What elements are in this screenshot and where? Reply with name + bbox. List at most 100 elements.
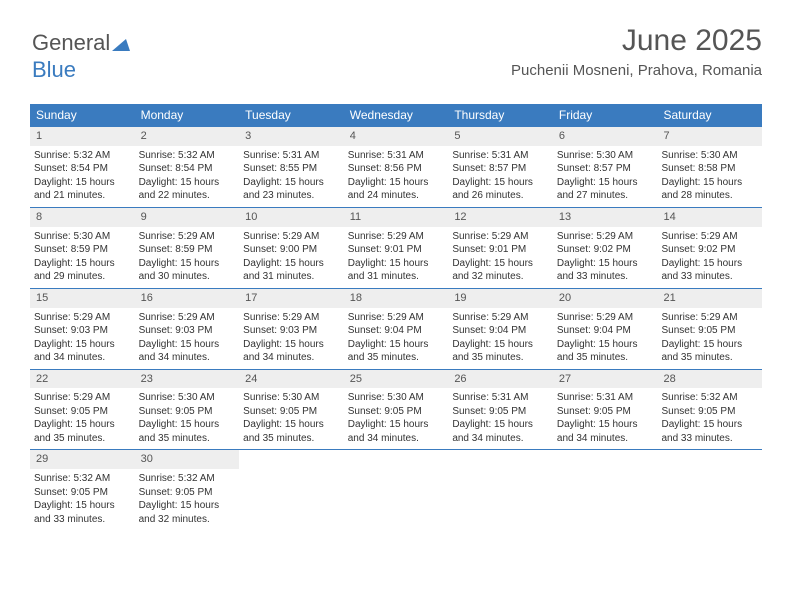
sunrise-text: Sunrise: 5:30 AM xyxy=(348,391,445,405)
sunset-text: Sunset: 9:03 PM xyxy=(139,324,236,338)
calendar-cell: 24Sunrise: 5:30 AMSunset: 9:05 PMDayligh… xyxy=(239,370,344,450)
page-title: June 2025 xyxy=(511,24,762,58)
daylight-text: Daylight: 15 hours xyxy=(139,499,236,513)
sunset-text: Sunset: 9:03 PM xyxy=(243,324,340,338)
calendar-cell: 16Sunrise: 5:29 AMSunset: 9:03 PMDayligh… xyxy=(135,289,240,369)
daylight-text: Daylight: 15 hours xyxy=(348,338,445,352)
daylight-text: Daylight: 15 hours xyxy=(34,418,131,432)
day-number: 4 xyxy=(344,127,449,146)
sunset-text: Sunset: 9:00 PM xyxy=(243,243,340,257)
day-number: 9 xyxy=(135,208,240,227)
calendar-cell-empty xyxy=(448,450,553,530)
logo: General Blue xyxy=(32,30,130,83)
daylight-text: and 33 minutes. xyxy=(661,432,758,446)
day-number: 11 xyxy=(344,208,449,227)
day-number: 30 xyxy=(135,450,240,469)
daylight-text: and 35 minutes. xyxy=(34,432,131,446)
calendar-cell: 5Sunrise: 5:31 AMSunset: 8:57 PMDaylight… xyxy=(448,127,553,207)
daylight-text: and 32 minutes. xyxy=(452,270,549,284)
day-number: 23 xyxy=(135,370,240,389)
sunset-text: Sunset: 8:59 PM xyxy=(139,243,236,257)
sunrise-text: Sunrise: 5:32 AM xyxy=(34,472,131,486)
daylight-text: and 23 minutes. xyxy=(243,189,340,203)
sunset-text: Sunset: 9:05 PM xyxy=(139,486,236,500)
daylight-text: and 35 minutes. xyxy=(661,351,758,365)
daylight-text: and 35 minutes. xyxy=(452,351,549,365)
daylight-text: Daylight: 15 hours xyxy=(243,257,340,271)
calendar-cell: 13Sunrise: 5:29 AMSunset: 9:02 PMDayligh… xyxy=(553,208,658,288)
daylight-text: and 31 minutes. xyxy=(348,270,445,284)
day-number: 7 xyxy=(657,127,762,146)
daylight-text: and 33 minutes. xyxy=(661,270,758,284)
calendar-cell: 3Sunrise: 5:31 AMSunset: 8:55 PMDaylight… xyxy=(239,127,344,207)
daylight-text: and 34 minutes. xyxy=(34,351,131,365)
daylight-text: Daylight: 15 hours xyxy=(557,338,654,352)
calendar-cell: 28Sunrise: 5:32 AMSunset: 9:05 PMDayligh… xyxy=(657,370,762,450)
sunset-text: Sunset: 9:05 PM xyxy=(557,405,654,419)
daylight-text: and 30 minutes. xyxy=(139,270,236,284)
daylight-text: and 33 minutes. xyxy=(557,270,654,284)
sunrise-text: Sunrise: 5:29 AM xyxy=(348,230,445,244)
daylight-text: Daylight: 15 hours xyxy=(243,418,340,432)
sunset-text: Sunset: 9:05 PM xyxy=(348,405,445,419)
day-number: 21 xyxy=(657,289,762,308)
daylight-text: and 34 minutes. xyxy=(452,432,549,446)
daylight-text: and 31 minutes. xyxy=(243,270,340,284)
calendar-cell: 18Sunrise: 5:29 AMSunset: 9:04 PMDayligh… xyxy=(344,289,449,369)
day-number: 13 xyxy=(553,208,658,227)
calendar-header-row: SundayMondayTuesdayWednesdayThursdayFrid… xyxy=(30,104,762,126)
calendar-week: 15Sunrise: 5:29 AMSunset: 9:03 PMDayligh… xyxy=(30,288,762,369)
sunset-text: Sunset: 9:02 PM xyxy=(661,243,758,257)
daylight-text: Daylight: 15 hours xyxy=(452,176,549,190)
calendar-cell: 20Sunrise: 5:29 AMSunset: 9:04 PMDayligh… xyxy=(553,289,658,369)
calendar: SundayMondayTuesdayWednesdayThursdayFrid… xyxy=(30,104,762,530)
sunrise-text: Sunrise: 5:29 AM xyxy=(452,230,549,244)
sunset-text: Sunset: 9:04 PM xyxy=(557,324,654,338)
calendar-cell: 19Sunrise: 5:29 AMSunset: 9:04 PMDayligh… xyxy=(448,289,553,369)
calendar-cell: 15Sunrise: 5:29 AMSunset: 9:03 PMDayligh… xyxy=(30,289,135,369)
sunset-text: Sunset: 8:58 PM xyxy=(661,162,758,176)
sunset-text: Sunset: 8:55 PM xyxy=(243,162,340,176)
sunset-text: Sunset: 8:54 PM xyxy=(139,162,236,176)
sunrise-text: Sunrise: 5:29 AM xyxy=(34,391,131,405)
sunrise-text: Sunrise: 5:30 AM xyxy=(557,149,654,163)
calendar-cell: 7Sunrise: 5:30 AMSunset: 8:58 PMDaylight… xyxy=(657,127,762,207)
calendar-cell-empty xyxy=(657,450,762,530)
daylight-text: Daylight: 15 hours xyxy=(661,257,758,271)
calendar-cell: 22Sunrise: 5:29 AMSunset: 9:05 PMDayligh… xyxy=(30,370,135,450)
daylight-text: Daylight: 15 hours xyxy=(452,257,549,271)
daylight-text: and 26 minutes. xyxy=(452,189,549,203)
calendar-cell: 21Sunrise: 5:29 AMSunset: 9:05 PMDayligh… xyxy=(657,289,762,369)
location: Puchenii Mosneni, Prahova, Romania xyxy=(511,62,762,79)
day-header: Monday xyxy=(135,104,240,126)
daylight-text: and 35 minutes. xyxy=(139,432,236,446)
sunrise-text: Sunrise: 5:31 AM xyxy=(452,391,549,405)
daylight-text: Daylight: 15 hours xyxy=(34,176,131,190)
sunrise-text: Sunrise: 5:32 AM xyxy=(34,149,131,163)
day-number: 20 xyxy=(553,289,658,308)
sunset-text: Sunset: 9:04 PM xyxy=(452,324,549,338)
daylight-text: and 21 minutes. xyxy=(34,189,131,203)
sunrise-text: Sunrise: 5:29 AM xyxy=(452,311,549,325)
sunrise-text: Sunrise: 5:29 AM xyxy=(243,311,340,325)
sunset-text: Sunset: 9:01 PM xyxy=(452,243,549,257)
calendar-body: 1Sunrise: 5:32 AMSunset: 8:54 PMDaylight… xyxy=(30,126,762,530)
day-header: Tuesday xyxy=(239,104,344,126)
daylight-text: Daylight: 15 hours xyxy=(661,176,758,190)
sunset-text: Sunset: 9:05 PM xyxy=(661,405,758,419)
daylight-text: Daylight: 15 hours xyxy=(557,176,654,190)
logo-text-1: General xyxy=(32,30,110,55)
daylight-text: and 34 minutes. xyxy=(139,351,236,365)
sunrise-text: Sunrise: 5:31 AM xyxy=(243,149,340,163)
sunset-text: Sunset: 8:57 PM xyxy=(452,162,549,176)
daylight-text: Daylight: 15 hours xyxy=(661,418,758,432)
day-header: Friday xyxy=(553,104,658,126)
day-header: Sunday xyxy=(30,104,135,126)
daylight-text: and 35 minutes. xyxy=(557,351,654,365)
calendar-cell: 27Sunrise: 5:31 AMSunset: 9:05 PMDayligh… xyxy=(553,370,658,450)
day-number: 10 xyxy=(239,208,344,227)
daylight-text: Daylight: 15 hours xyxy=(452,418,549,432)
sunrise-text: Sunrise: 5:30 AM xyxy=(34,230,131,244)
daylight-text: and 35 minutes. xyxy=(243,432,340,446)
daylight-text: and 35 minutes. xyxy=(348,351,445,365)
